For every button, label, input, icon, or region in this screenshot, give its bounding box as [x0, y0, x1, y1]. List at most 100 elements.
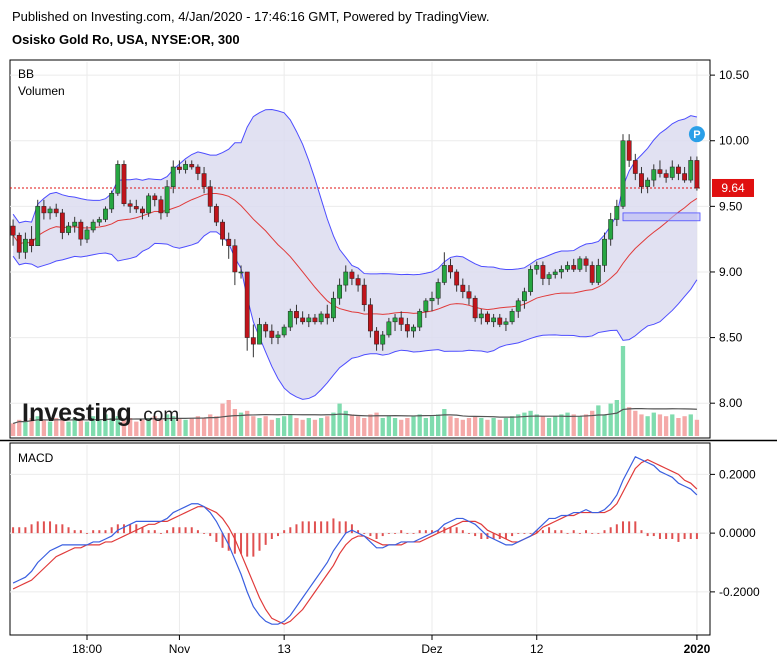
candle-body[interactable]: [84, 229, 90, 240]
candle-body[interactable]: [250, 337, 256, 345]
candle-body[interactable]: [232, 245, 238, 273]
candle-body[interactable]: [398, 317, 404, 325]
candle-body[interactable]: [300, 317, 306, 323]
candle-body[interactable]: [226, 238, 232, 246]
candle-body[interactable]: [66, 225, 71, 233]
candle-body[interactable]: [257, 324, 262, 345]
candle-body[interactable]: [361, 284, 367, 306]
candle-body[interactable]: [441, 265, 447, 283]
candle-body[interactable]: [294, 311, 299, 319]
candle-body[interactable]: [318, 313, 324, 323]
candle-body[interactable]: [454, 271, 460, 286]
candle-body[interactable]: [429, 297, 435, 302]
candle-body[interactable]: [417, 311, 423, 328]
candle-body[interactable]: [595, 265, 601, 283]
candle-body[interactable]: [460, 284, 466, 292]
candle-body[interactable]: [552, 271, 558, 275]
candle-body[interactable]: [478, 313, 484, 319]
candle-body[interactable]: [688, 160, 694, 181]
candle-body[interactable]: [96, 219, 102, 223]
candle-body[interactable]: [41, 206, 47, 214]
candle-body[interactable]: [466, 291, 472, 299]
candle-body[interactable]: [306, 317, 312, 323]
candle-body[interactable]: [583, 258, 589, 266]
candle-body[interactable]: [183, 164, 188, 170]
candle-body[interactable]: [220, 221, 225, 240]
candle-body[interactable]: [577, 258, 583, 270]
candle-body[interactable]: [509, 311, 515, 323]
candle-body[interactable]: [244, 271, 250, 338]
candle-body[interactable]: [522, 291, 527, 302]
candle-body[interactable]: [639, 173, 644, 187]
candle-body[interactable]: [90, 221, 96, 231]
candle-body[interactable]: [534, 265, 540, 270]
candle-body[interactable]: [287, 311, 293, 328]
candle-body[interactable]: [367, 304, 373, 332]
p-marker-circle[interactable]: [688, 126, 705, 143]
candle-body[interactable]: [207, 186, 213, 207]
candle-body[interactable]: [565, 265, 570, 270]
candle-body[interactable]: [158, 199, 164, 214]
candle-body[interactable]: [632, 160, 638, 174]
candle-body[interactable]: [103, 208, 108, 220]
candle-body[interactable]: [281, 326, 287, 336]
candle-body[interactable]: [146, 195, 152, 214]
candle-body[interactable]: [374, 330, 379, 345]
candle-body[interactable]: [201, 173, 207, 187]
candle-body[interactable]: [133, 206, 139, 210]
candle-body[interactable]: [213, 206, 219, 223]
candle-body[interactable]: [608, 219, 614, 240]
candle-body[interactable]: [263, 324, 269, 332]
candle-body[interactable]: [472, 297, 478, 319]
candle-body[interactable]: [189, 164, 195, 168]
candle-body[interactable]: [195, 166, 201, 174]
candle-body[interactable]: [404, 324, 410, 332]
candle-body[interactable]: [324, 313, 330, 319]
candle-body[interactable]: [29, 238, 34, 246]
candle-body[interactable]: [485, 313, 490, 323]
candle-body[interactable]: [380, 334, 386, 345]
candle-body[interactable]: [676, 166, 681, 174]
candle-body[interactable]: [669, 166, 675, 178]
candle-body[interactable]: [109, 192, 115, 210]
candle-body[interactable]: [312, 317, 318, 323]
candle-body[interactable]: [645, 179, 651, 187]
candle-body[interactable]: [589, 265, 595, 283]
candle-body[interactable]: [10, 225, 16, 236]
candle-body[interactable]: [411, 326, 416, 332]
candle-body[interactable]: [546, 274, 552, 279]
candle-body[interactable]: [269, 330, 275, 338]
candle-body[interactable]: [349, 271, 355, 279]
candle-body[interactable]: [238, 271, 244, 274]
candle-body[interactable]: [558, 269, 564, 273]
candle-body[interactable]: [355, 278, 361, 286]
candle-body[interactable]: [177, 166, 182, 170]
candle-body[interactable]: [47, 208, 53, 214]
candle-body[interactable]: [115, 164, 121, 194]
candle-body[interactable]: [152, 195, 158, 201]
candle-body[interactable]: [59, 212, 65, 233]
candle-body[interactable]: [528, 269, 533, 292]
candle-body[interactable]: [35, 206, 41, 246]
candle-body[interactable]: [448, 265, 453, 273]
candle-body[interactable]: [435, 282, 441, 299]
candle-body[interactable]: [53, 208, 59, 214]
candle-body[interactable]: [72, 221, 78, 227]
candle-body[interactable]: [663, 173, 669, 178]
candle-body[interactable]: [121, 164, 127, 204]
candle-body[interactable]: [386, 321, 392, 336]
candle-body[interactable]: [491, 317, 497, 323]
candle-body[interactable]: [682, 173, 688, 181]
candle-body[interactable]: [651, 169, 657, 181]
candle-body[interactable]: [540, 265, 546, 279]
candle-body[interactable]: [602, 238, 607, 266]
candle-body[interactable]: [392, 317, 398, 323]
candle-body[interactable]: [503, 321, 509, 325]
candle-body[interactable]: [657, 169, 663, 174]
candle-body[interactable]: [127, 203, 133, 207]
candle-body[interactable]: [164, 186, 170, 214]
candle-body[interactable]: [140, 208, 145, 214]
candle-body[interactable]: [343, 271, 349, 286]
candle-body[interactable]: [571, 265, 577, 270]
